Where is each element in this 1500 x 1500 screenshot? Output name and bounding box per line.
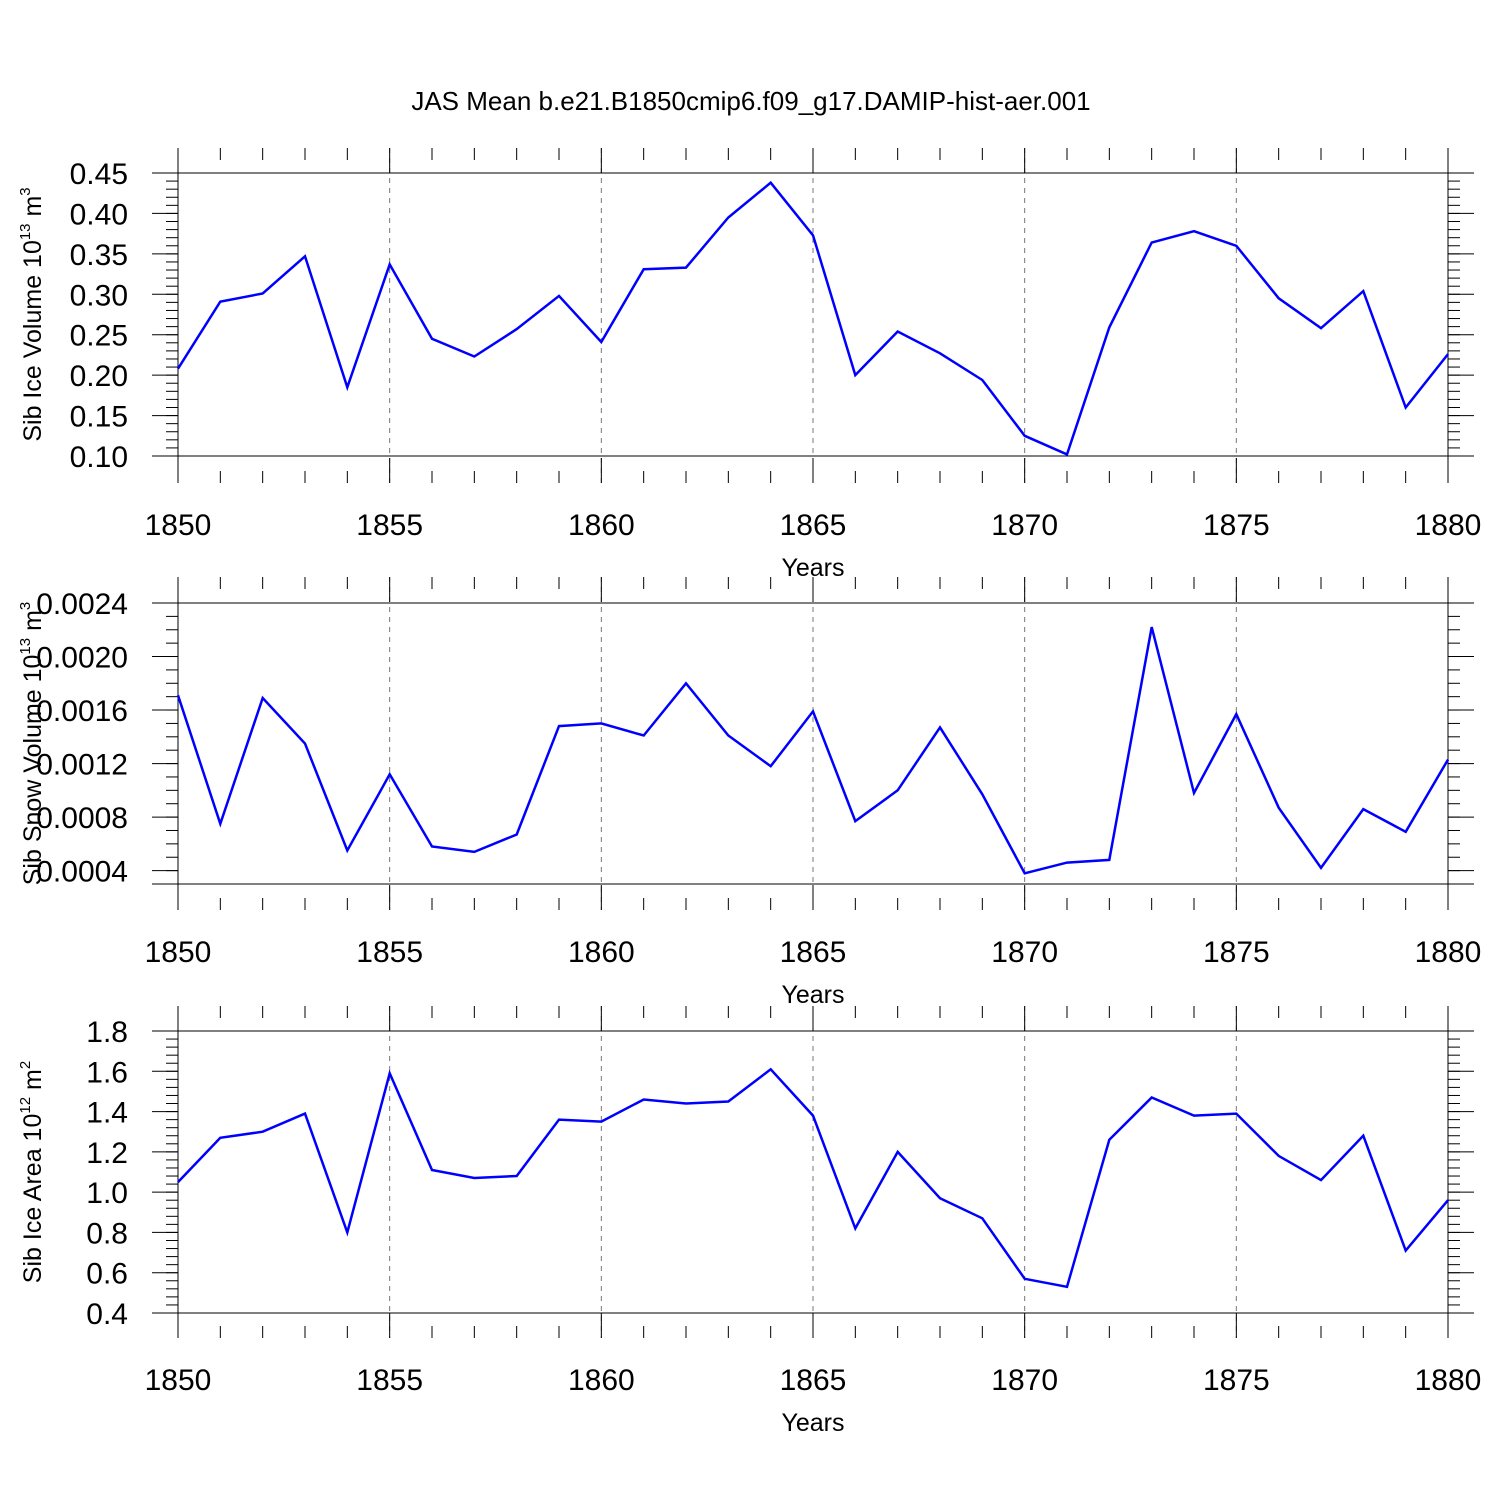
y-tick-label: 0.20 [70, 360, 128, 393]
x-tick-label: 1875 [1203, 509, 1270, 542]
x-tick-label: 1850 [145, 936, 212, 969]
x-axis-title: Years [781, 981, 844, 1009]
x-tick-label: 1865 [780, 936, 847, 969]
y-tick-label: 0.0020 [36, 642, 128, 675]
y-axis-title: Sib Ice Area 1012 m2 [17, 1061, 47, 1283]
y-tick-label: 1.4 [86, 1097, 128, 1130]
y-tick-label: 0.35 [70, 239, 128, 272]
y-tick-label: 0.10 [70, 441, 128, 474]
figure-title: JAS Mean b.e21.B1850cmip6.f09_g17.DAMIP-… [411, 86, 1090, 116]
y-tick-label: 0.4 [86, 1298, 128, 1331]
x-tick-label: 1865 [780, 1364, 847, 1397]
x-tick-label: 1870 [991, 1364, 1058, 1397]
panel-snow-volume: 0.0004 0.0008 0.0012 0.0016 0.0020 0.0024 1850… [17, 577, 1481, 1009]
y-tick-label: 0.40 [70, 198, 128, 231]
y-tick-label: 0.15 [70, 401, 128, 434]
y-axis-title: Sib Ice Volume 1013 m3 [17, 187, 47, 441]
y-axis-title-exponent: 13 [17, 638, 34, 655]
x-tick-label: 1850 [145, 509, 212, 542]
y-axis-title-base: Sib Snow Volume 10 [19, 655, 47, 886]
y-axis-title-base: Sib Ice Area 10 [19, 1114, 47, 1284]
x-tick-label: 1860 [568, 936, 635, 969]
x-tick-label: 1855 [356, 936, 423, 969]
y-tick-label: 0.45 [70, 158, 128, 191]
panel-ice-volume: 0.10 0.15 0.20 0.25 0.30 0.35 0.40 0.45 1850 1855… [17, 148, 1481, 582]
panel-ice-area: 0.4 0.6 0.8 1.0 1.2 1.4 1.6 1.8 1850 1855 1860 1865… [17, 1006, 1481, 1437]
y-tick-label: 1.0 [86, 1177, 128, 1210]
x-tick-label: 1870 [991, 509, 1058, 542]
y-axis-title-unit: m [19, 196, 47, 224]
y-axis-title-exponent: 12 [17, 1097, 34, 1114]
y-tick-label: 0.0004 [36, 856, 128, 889]
y-tick-label: 0.0024 [36, 588, 128, 621]
x-tick-label: 1880 [1415, 1364, 1482, 1397]
y-axis-title-exponent: 13 [17, 223, 34, 240]
y-tick-label: 0.8 [86, 1217, 128, 1250]
y-axis-title-base: Sib Ice Volume 10 [19, 240, 47, 442]
y-tick-label: 0.0012 [36, 749, 128, 782]
x-axis-title: Years [781, 1409, 844, 1437]
x-tick-label: 1870 [991, 936, 1058, 969]
y-axis-title-unit-exponent: 2 [17, 1061, 34, 1069]
y-axis-title-unit: m [19, 1069, 47, 1097]
y-tick-label: 0.6 [86, 1258, 128, 1291]
y-tick-label: 0.25 [70, 320, 128, 353]
y-tick-label: 1.2 [86, 1137, 128, 1170]
y-axis-title: Sib Snow Volume 1013 m3 [17, 602, 47, 886]
x-tick-label: 1860 [568, 1364, 635, 1397]
x-tick-label: 1860 [568, 509, 635, 542]
x-tick-label: 1880 [1415, 936, 1482, 969]
y-axis-title-unit-exponent: 3 [17, 187, 34, 195]
y-tick-label: 0.0008 [36, 802, 128, 835]
y-tick-label: 1.8 [86, 1016, 128, 1049]
x-tick-label: 1855 [356, 1364, 423, 1397]
x-tick-label: 1880 [1415, 509, 1482, 542]
y-tick-label: 1.6 [86, 1056, 128, 1089]
x-tick-label: 1865 [780, 509, 847, 542]
x-tick-label: 1850 [145, 1364, 212, 1397]
y-tick-label: 0.30 [70, 279, 128, 312]
y-axis-title-unit-exponent: 3 [17, 602, 34, 610]
x-tick-label: 1875 [1203, 936, 1270, 969]
x-tick-label: 1875 [1203, 1364, 1270, 1397]
x-tick-label: 1855 [356, 509, 423, 542]
y-axis-title-unit: m [19, 610, 47, 638]
y-tick-label: 0.0016 [36, 695, 128, 728]
